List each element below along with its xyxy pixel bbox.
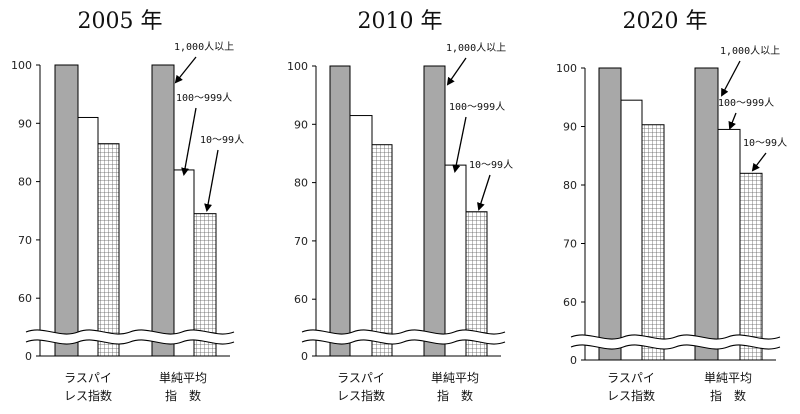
- y-tick-label: 100: [11, 59, 32, 72]
- category-label: 単純平均: [431, 371, 479, 385]
- category-label: 指 数: [165, 388, 201, 403]
- category-label: レス指数: [64, 388, 112, 403]
- axis-break-line-top: [570, 334, 781, 340]
- chart-title: 2020 年: [623, 9, 708, 34]
- axis-break-band: [571, 334, 780, 350]
- y-tick-label: 80: [563, 179, 577, 192]
- bar-1-2: [349, 115, 373, 357]
- axis-break-line-bottom: [301, 339, 506, 345]
- axis-break-band: [26, 329, 234, 345]
- annotation-arrow: [721, 60, 741, 97]
- axis-break-line-bottom: [25, 339, 235, 345]
- annotation-arrow: [446, 57, 467, 86]
- chart-title: 2005 年: [78, 9, 163, 34]
- category-label: レス指数: [337, 388, 385, 403]
- annotation-arrow: [728, 112, 737, 130]
- bar-2-2: [444, 164, 467, 357]
- chart-title: 2010 年: [358, 9, 443, 34]
- y-tick-label: 0: [301, 350, 308, 363]
- bar-2-3: [739, 172, 763, 361]
- y-tick-label: 100: [287, 60, 308, 73]
- axis-break-line-top: [301, 329, 506, 335]
- y-tick-label: 80: [294, 177, 308, 190]
- axis-break-line-bottom: [570, 344, 781, 350]
- y-tick-label: 70: [18, 234, 32, 247]
- bar-1-1: [54, 64, 79, 357]
- bar-2-1: [151, 64, 175, 357]
- annotation-arrow: [181, 107, 197, 176]
- category-label: レス指数: [607, 388, 655, 403]
- bar-2-2: [173, 169, 195, 357]
- category-label: ラスパイ: [337, 371, 385, 385]
- y-tick-label: 0: [25, 350, 32, 363]
- bar-2-1: [694, 67, 719, 361]
- category-label: 指 数: [437, 388, 473, 403]
- annotation-label: 100～999人: [176, 92, 232, 104]
- annotation-label: 100～999人: [718, 97, 774, 109]
- y-tick-label: 60: [294, 293, 308, 306]
- annotation-label: 1,000人以上: [174, 41, 234, 53]
- axis-break-band: [302, 329, 505, 345]
- category-label: 単純平均: [704, 371, 752, 385]
- annotation-arrow: [204, 149, 219, 212]
- category-label: ラスパイ: [607, 371, 655, 385]
- annotation-label: 100～999人: [449, 101, 505, 113]
- category-label: ラスパイ: [64, 371, 112, 385]
- annotation-label: 10～99人: [200, 134, 244, 146]
- axis-break-line-top: [25, 329, 235, 335]
- annotation-arrow: [477, 174, 491, 211]
- y-tick-label: 70: [294, 235, 308, 248]
- y-tick-label: 70: [563, 238, 577, 251]
- y-tick-label: 0: [570, 354, 577, 367]
- y-tick-label: 80: [18, 176, 32, 189]
- annotation-label: 1,000人以上: [720, 45, 780, 57]
- annotation-label: 10～99人: [743, 137, 787, 149]
- bar-1-1: [598, 67, 622, 361]
- y-tick-label: 90: [18, 117, 32, 130]
- bar-1-1: [329, 65, 351, 357]
- annotation-arrow: [452, 116, 467, 173]
- annotation-label: 1,000人以上: [446, 42, 506, 54]
- y-tick-label: 90: [294, 118, 308, 131]
- annotation-arrow: [751, 152, 767, 172]
- bar-1-3: [97, 143, 120, 357]
- annotation-arrow: [174, 56, 197, 84]
- bar-2-2: [717, 128, 741, 361]
- y-tick-label: 60: [563, 296, 577, 309]
- category-label: 単純平均: [159, 371, 207, 385]
- category-label: 指 数: [710, 388, 746, 403]
- bar-2-1: [423, 65, 446, 357]
- bar-1-3: [641, 124, 665, 361]
- bar-1-3: [371, 144, 393, 357]
- y-tick-label: 60: [18, 292, 32, 305]
- annotation-label: 10～99人: [469, 159, 513, 171]
- bar-1-2: [620, 99, 643, 361]
- y-tick-label: 100: [556, 62, 577, 75]
- bar-1-2: [77, 116, 99, 357]
- y-tick-label: 90: [563, 121, 577, 134]
